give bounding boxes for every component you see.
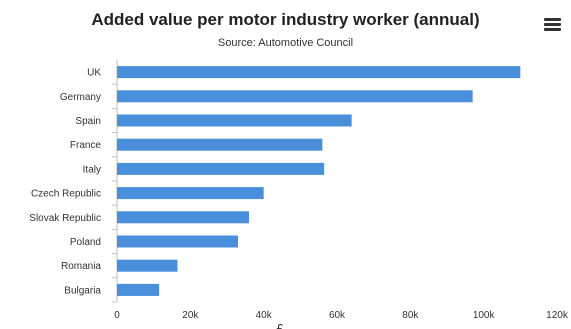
y-tick-label: Romania — [61, 261, 101, 272]
y-tick-label: UK — [87, 68, 101, 79]
bar-poland — [117, 235, 238, 248]
bar-spain — [117, 114, 352, 127]
bar-slovak-republic — [117, 211, 249, 224]
bar-uk — [117, 66, 521, 79]
y-tick-label: Germany — [60, 92, 101, 103]
y-tick-label: Italy — [83, 164, 101, 175]
bar-germany — [117, 90, 473, 103]
bar-france — [117, 138, 323, 151]
x-tick-label: 40k — [256, 310, 273, 321]
bar-bulgaria — [117, 283, 160, 296]
x-tick-label: 80k — [402, 310, 419, 321]
bar-romania — [117, 259, 178, 272]
y-tick-label: Bulgaria — [64, 285, 101, 296]
hamburger-menu-icon[interactable] — [544, 16, 570, 38]
y-tick-label: Spain — [75, 116, 101, 127]
x-tick-label: 20k — [182, 310, 199, 321]
y-tick-label: France — [70, 140, 102, 151]
bar-czech-republic — [117, 187, 264, 200]
x-tick-label: 120k — [546, 310, 569, 321]
y-tick-label: Poland — [70, 237, 101, 248]
x-tick-label: 100k — [473, 310, 496, 321]
y-tick-label: Czech Republic — [31, 189, 101, 200]
x-tick-label: 60k — [329, 310, 346, 321]
x-tick-label: 0 — [114, 310, 120, 321]
chart-subtitle: Source: Automotive Council — [217, 37, 354, 49]
chart-title: Added value per motor industry worker (a… — [91, 10, 480, 29]
bar-italy — [117, 162, 325, 175]
y-tick-label: Slovak Republic — [29, 213, 101, 224]
x-axis-title: £ — [276, 321, 284, 329]
